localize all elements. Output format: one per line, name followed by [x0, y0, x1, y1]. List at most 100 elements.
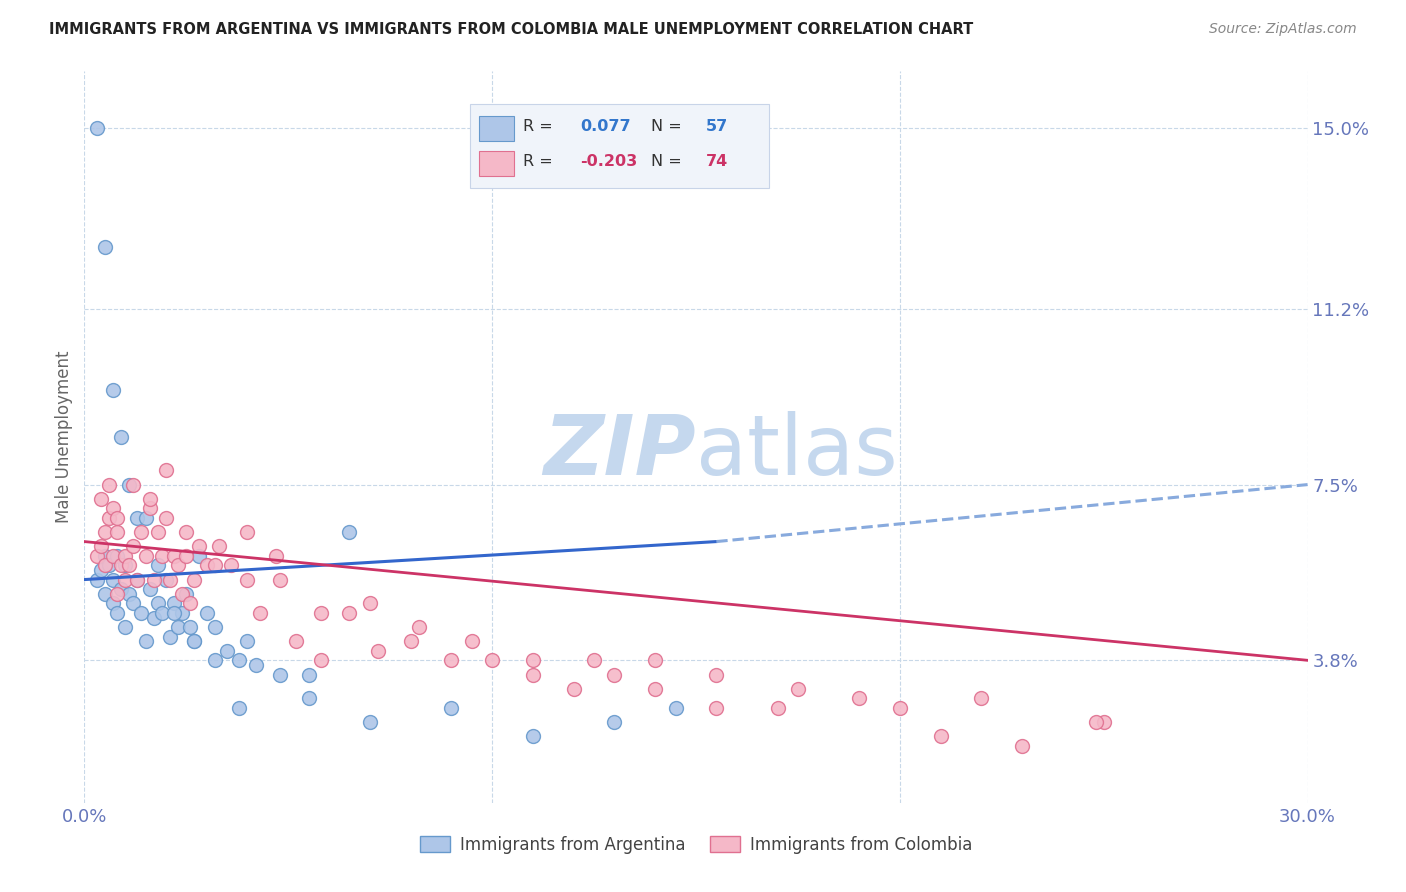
Point — [127, 573, 149, 587]
Point — [118, 558, 141, 573]
Point — [562, 681, 585, 696]
Point — [236, 573, 259, 587]
Text: ZIP: ZIP — [543, 411, 696, 492]
Point — [127, 511, 149, 525]
Point — [93, 587, 115, 601]
Point — [183, 634, 205, 648]
Point — [150, 606, 173, 620]
Point — [187, 539, 209, 553]
Point — [93, 240, 115, 254]
Text: atlas: atlas — [696, 411, 897, 492]
Point — [105, 606, 128, 620]
Point — [138, 501, 160, 516]
Point — [440, 653, 463, 667]
Text: IMMIGRANTS FROM ARGENTINA VS IMMIGRANTS FROM COLOMBIA MALE UNEMPLOYMENT CORRELAT: IMMIGRANTS FROM ARGENTINA VS IMMIGRANTS … — [49, 22, 973, 37]
Point — [135, 511, 157, 525]
Point — [183, 573, 205, 587]
Point — [1011, 739, 1033, 753]
Point — [522, 729, 544, 743]
Point — [359, 596, 381, 610]
Point — [309, 653, 332, 667]
Point — [167, 620, 190, 634]
Text: N =: N = — [651, 153, 686, 169]
Point — [110, 582, 132, 596]
Text: R =: R = — [523, 153, 558, 169]
Point — [174, 549, 197, 563]
Text: N =: N = — [651, 119, 686, 134]
Point — [135, 549, 157, 563]
Point — [163, 606, 186, 620]
Point — [174, 587, 197, 601]
Point — [97, 511, 120, 525]
Legend: Immigrants from Argentina, Immigrants from Colombia: Immigrants from Argentina, Immigrants fr… — [413, 829, 979, 860]
Point — [131, 606, 153, 620]
Point — [204, 653, 226, 667]
Point — [142, 573, 165, 587]
Point — [603, 714, 626, 729]
Point — [155, 511, 177, 525]
Point — [110, 558, 132, 573]
Point — [159, 573, 181, 587]
Point — [179, 620, 201, 634]
Point — [135, 634, 157, 648]
Point — [522, 667, 544, 681]
Point — [522, 653, 544, 667]
Point — [249, 606, 271, 620]
Point — [219, 558, 242, 573]
Point — [86, 549, 108, 563]
Point — [644, 653, 666, 667]
Text: 0.077: 0.077 — [579, 119, 630, 134]
Point — [787, 681, 810, 696]
Point — [706, 701, 728, 715]
Text: Source: ZipAtlas.com: Source: ZipAtlas.com — [1209, 22, 1357, 37]
Point — [93, 558, 115, 573]
Point — [114, 620, 136, 634]
Point — [101, 596, 124, 610]
Text: -0.203: -0.203 — [579, 153, 637, 169]
Point — [122, 596, 145, 610]
Point — [159, 630, 181, 644]
Point — [309, 606, 332, 620]
Point — [665, 701, 688, 715]
Point — [228, 653, 250, 667]
Point — [298, 691, 321, 706]
Point — [228, 701, 250, 715]
Point — [90, 491, 112, 506]
Point — [122, 539, 145, 553]
Text: R =: R = — [523, 119, 558, 134]
Point — [146, 524, 169, 539]
Text: 57: 57 — [706, 119, 728, 134]
Point — [105, 524, 128, 539]
Point — [285, 634, 308, 648]
Point — [138, 491, 160, 506]
Point — [183, 634, 205, 648]
Point — [101, 383, 124, 397]
Point — [105, 549, 128, 563]
Point — [179, 596, 201, 610]
Point — [236, 634, 259, 648]
Point — [93, 549, 115, 563]
Point — [118, 587, 141, 601]
Point — [204, 558, 226, 573]
Point — [172, 606, 194, 620]
Point — [339, 606, 361, 620]
Point — [583, 653, 606, 667]
Point — [174, 524, 197, 539]
Point — [163, 596, 186, 610]
Point — [114, 549, 136, 563]
Point — [101, 501, 124, 516]
Point — [889, 701, 911, 715]
Point — [706, 667, 728, 681]
Point — [155, 573, 177, 587]
Point — [122, 477, 145, 491]
Point — [208, 539, 231, 553]
Point — [105, 511, 128, 525]
Point — [146, 558, 169, 573]
Point — [97, 477, 120, 491]
Point — [163, 549, 186, 563]
Point — [105, 587, 128, 601]
Point — [339, 524, 361, 539]
Point — [245, 658, 267, 673]
Point — [1092, 714, 1115, 729]
Text: 74: 74 — [706, 153, 728, 169]
